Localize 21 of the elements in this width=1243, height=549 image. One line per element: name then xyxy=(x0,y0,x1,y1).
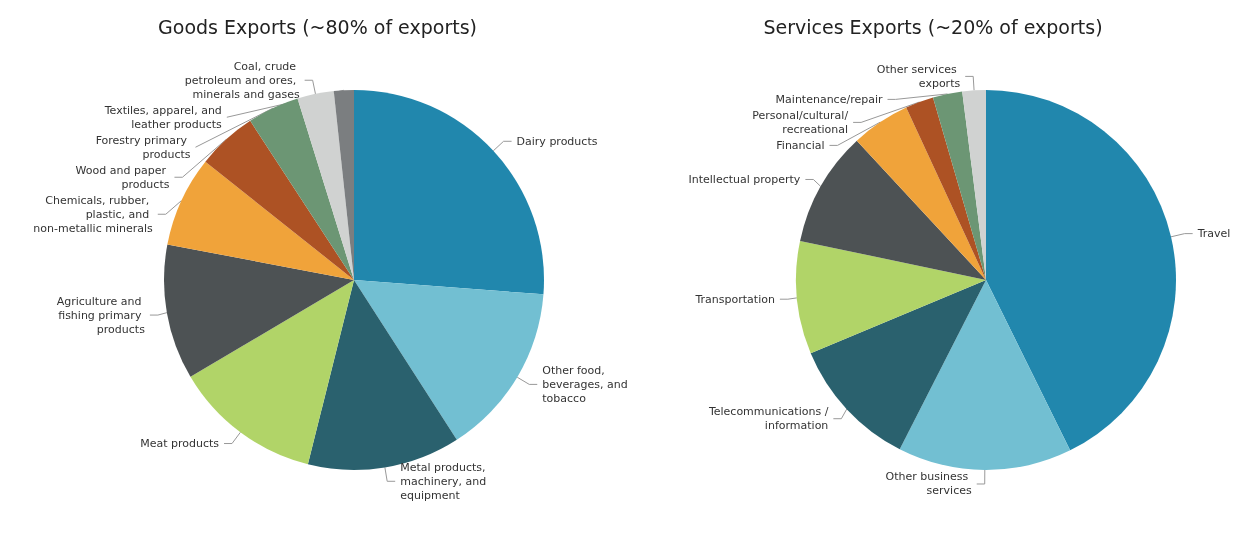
slice-label: Other business services xyxy=(885,470,972,498)
slice-label: Chemicals, rubber, plastic, and non-metallic minerals xyxy=(33,193,154,235)
slice-label: Personal/cultural/recreational xyxy=(752,108,849,136)
chart-title: Services Exports (~20% of exports) xyxy=(763,15,1103,38)
chart-title: Goods Exports (~80% of exports) xyxy=(158,15,477,38)
slice-label: Forestry primary products xyxy=(95,133,191,161)
slice-label: Meat products xyxy=(140,437,220,451)
slice-label: Travel xyxy=(1196,227,1231,241)
slice-label: Telecommunications /information xyxy=(707,405,829,433)
slice-label: Financial xyxy=(776,138,825,152)
slice-label: Other services exports xyxy=(876,62,961,90)
slice-label: Textiles, apparel, and leather products xyxy=(103,103,223,131)
slice-label: Other food, beverages, and tobacco xyxy=(542,363,632,405)
slice-label: Agriculture and fishing primary products xyxy=(56,294,146,336)
slice-label: Metal products, machinery, and equipment xyxy=(400,460,490,502)
slice-label: Dairy products xyxy=(516,134,598,148)
slice-label: Wood and paper products xyxy=(75,163,170,191)
slice-label: Coal, crude petroleum and ores, minerals and gases xyxy=(184,59,300,101)
slice-label: Intellectual property xyxy=(688,172,801,186)
slice-label: Transportation xyxy=(694,292,775,306)
slice-label: Maintenance/repair xyxy=(775,92,883,106)
